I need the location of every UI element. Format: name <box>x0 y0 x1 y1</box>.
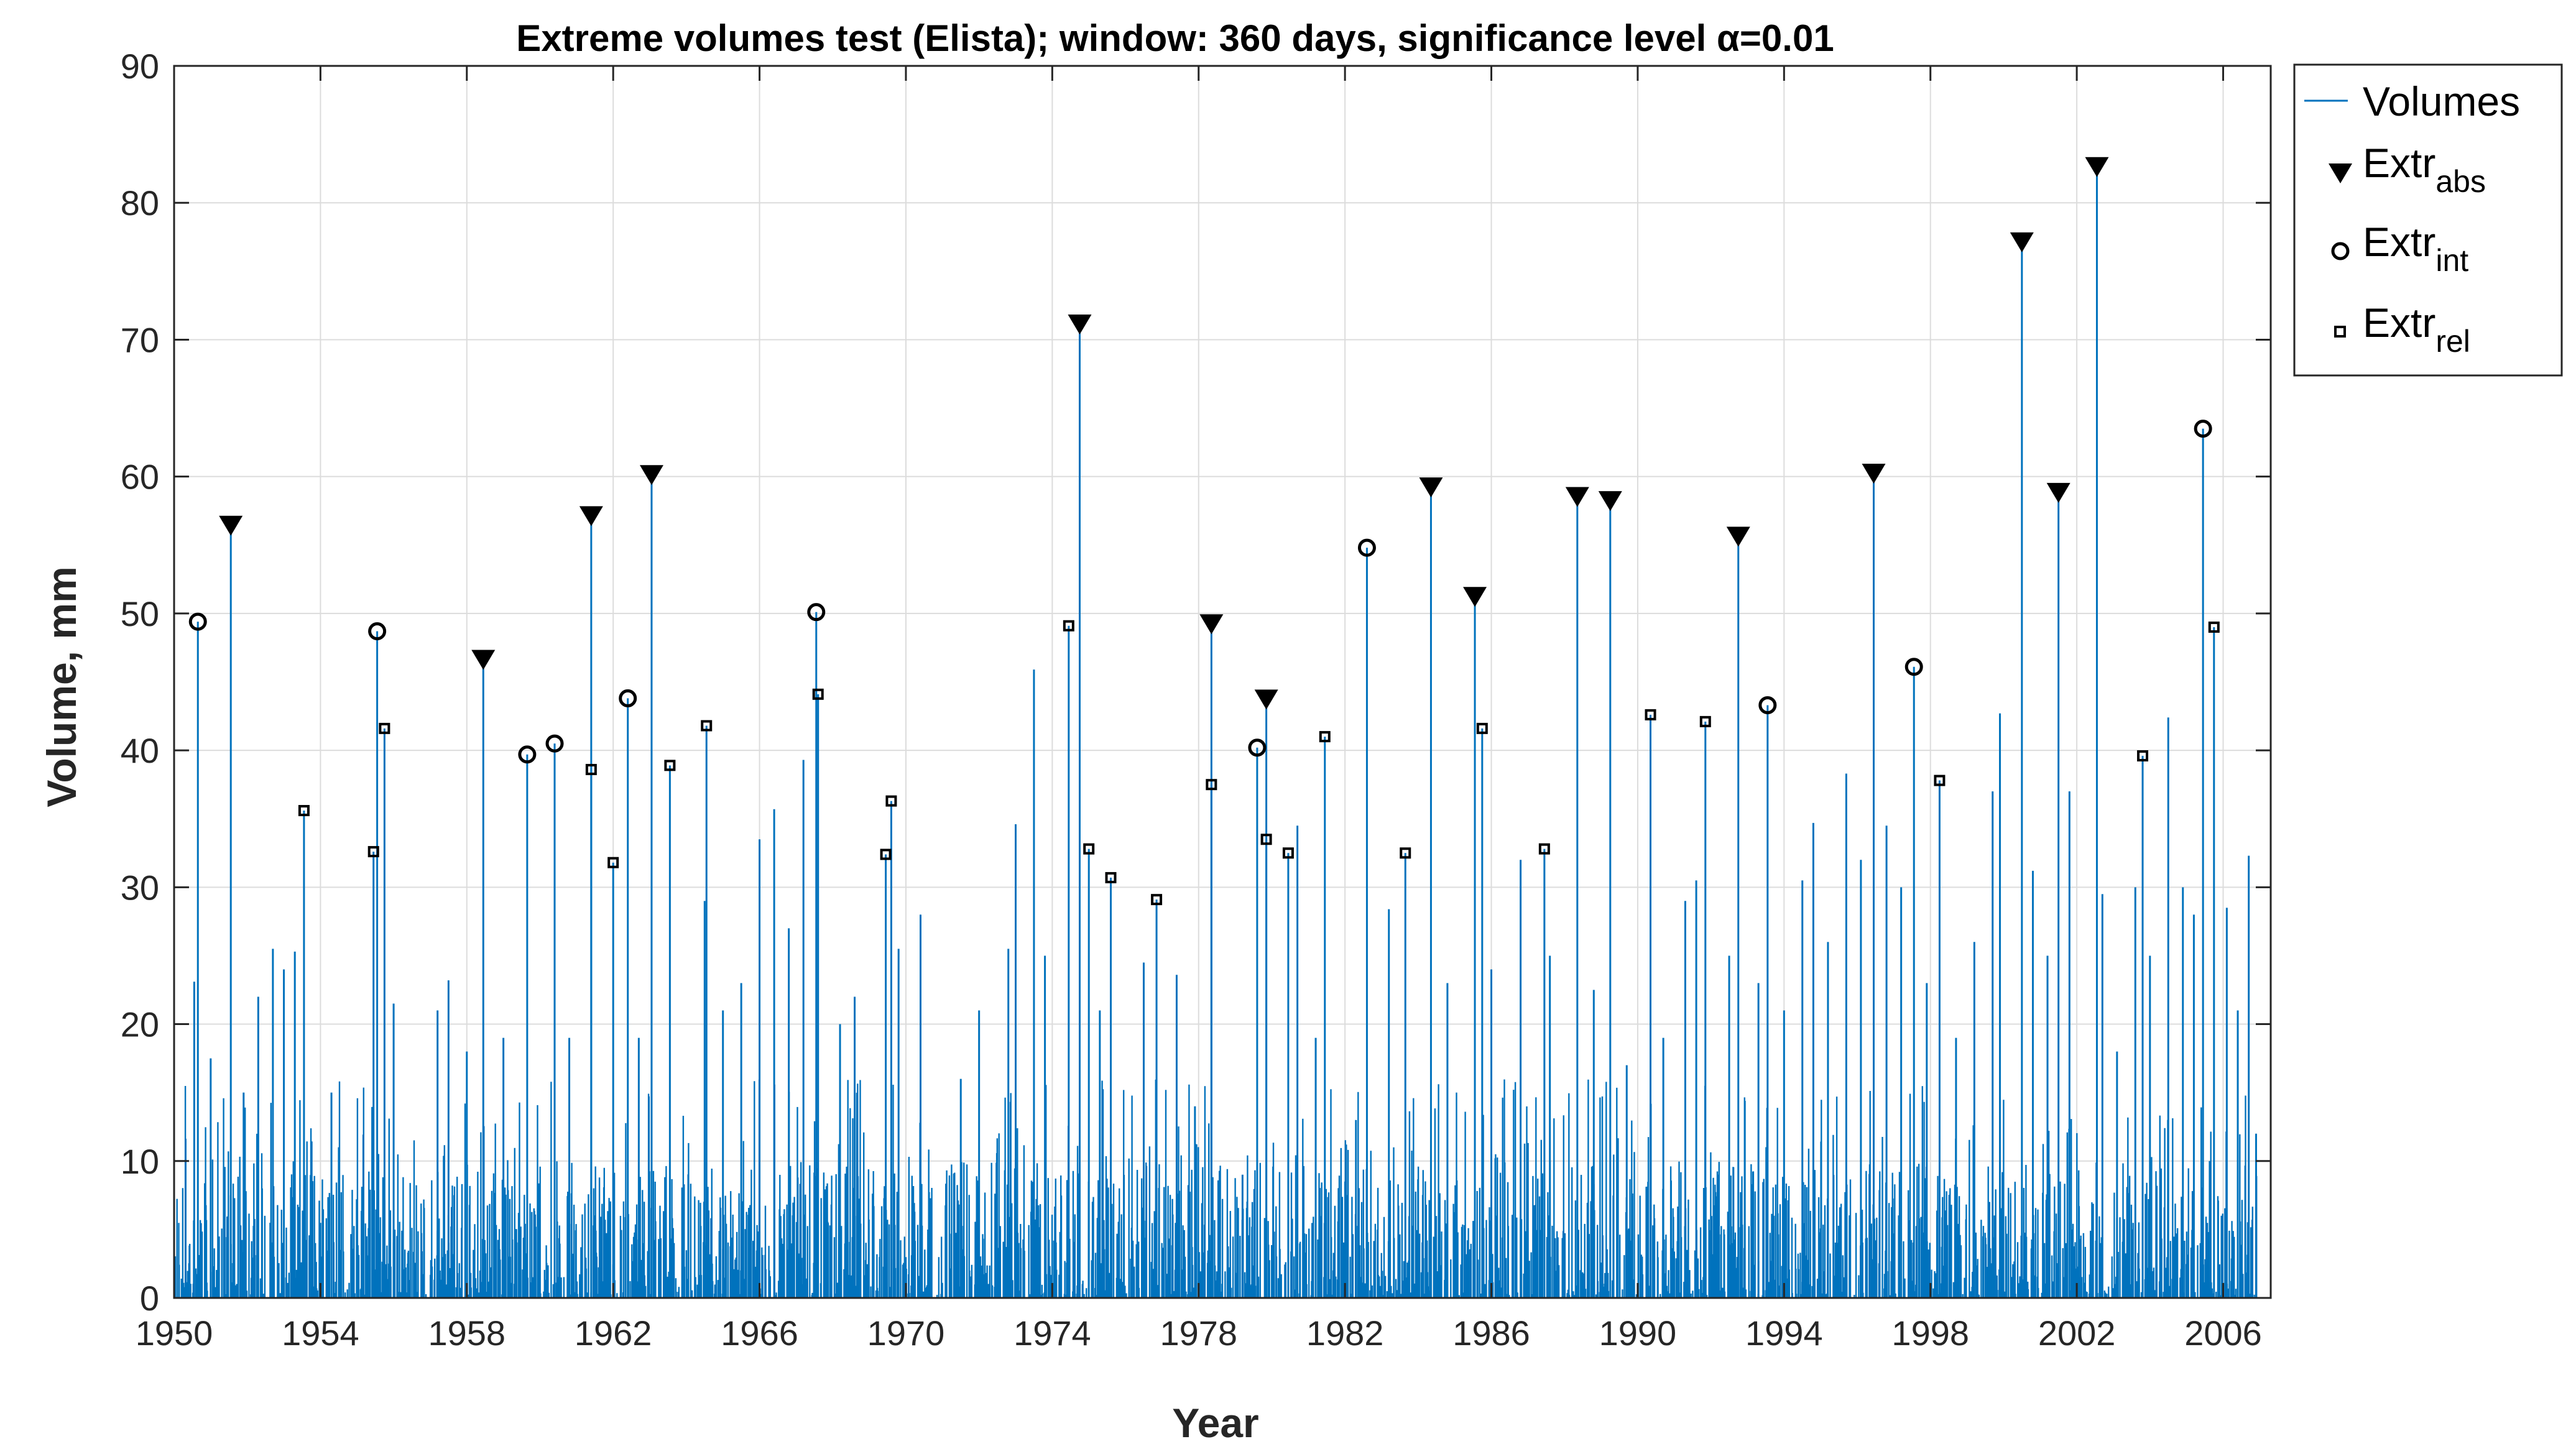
extr-rel-marker <box>701 720 713 732</box>
y-tick-label: 10 <box>121 1142 159 1181</box>
y-tick-label: 40 <box>121 731 159 770</box>
extr-int-marker <box>545 734 564 753</box>
extr-int-marker <box>188 612 207 631</box>
extr-abs-marker <box>639 465 663 485</box>
extr-abs-marker <box>1068 315 1092 335</box>
plot-area-frame <box>173 65 2272 1299</box>
legend-rel-square-icon <box>2334 326 2346 338</box>
legend-box <box>2293 63 2563 377</box>
series-volumes <box>174 165 2258 1298</box>
extr-int-marker <box>807 603 826 622</box>
legend-int-circle-icon <box>2331 242 2350 260</box>
extr-rel-marker <box>812 688 824 700</box>
extr-int-marker <box>2194 420 2212 438</box>
extr-rel-marker <box>885 795 897 807</box>
extr-rel-marker <box>1151 894 1163 906</box>
extr-rel-marker <box>1206 779 1217 791</box>
extr-rel-marker <box>298 805 310 817</box>
x-tick-label: 1962 <box>575 1313 652 1353</box>
extr-rel-marker <box>1282 847 1294 859</box>
extreme-markers <box>188 157 2220 906</box>
y-tick-label: 50 <box>121 594 159 633</box>
y-axis-label: Volume, mm <box>39 566 85 807</box>
extr-abs-marker <box>471 650 496 670</box>
extr-rel-marker <box>880 848 892 860</box>
extr-rel-marker <box>664 760 676 771</box>
extr-abs-marker <box>1419 477 1443 498</box>
legend-abs-label: Extrabs <box>2363 140 2486 199</box>
extr-rel-marker <box>1105 871 1117 883</box>
x-tick-label: 2006 <box>2184 1313 2262 1353</box>
extr-int-marker <box>518 745 537 764</box>
x-tick-label: 1974 <box>1013 1313 1091 1353</box>
legend-rel-label: Extrrel <box>2363 300 2470 359</box>
extr-rel-marker <box>1476 722 1488 734</box>
x-tick-label: 1990 <box>1599 1313 1677 1353</box>
extr-rel-marker <box>1400 847 1411 859</box>
extr-abs-marker <box>579 506 603 527</box>
x-axis-label: Year <box>1172 1400 1258 1444</box>
x-tick-label: 1958 <box>428 1313 506 1353</box>
extr-int-marker <box>368 622 387 641</box>
y-tick-label: 70 <box>121 320 159 359</box>
extr-int-marker <box>619 689 637 707</box>
x-tick-label: 1998 <box>1891 1313 1969 1353</box>
x-tick-label: 1954 <box>282 1313 359 1353</box>
extr-rel-marker <box>2137 750 2149 761</box>
x-tick-label: 2002 <box>2038 1313 2116 1353</box>
extr-abs-marker <box>219 515 243 536</box>
extr-abs-marker <box>1463 587 1487 607</box>
extr-rel-marker <box>1538 843 1550 855</box>
extr-rel-marker <box>1934 775 1946 786</box>
x-tick-label: 1982 <box>1306 1313 1384 1353</box>
extr-abs-marker <box>2085 157 2109 177</box>
x-tick-label: 1950 <box>136 1313 213 1353</box>
extr-rel-marker <box>1319 731 1331 743</box>
extr-rel-marker <box>1083 843 1095 855</box>
extr-int-marker <box>1758 696 1777 714</box>
x-tick-label: 1978 <box>1160 1313 1237 1353</box>
extr-abs-marker <box>1199 614 1224 635</box>
extr-rel-marker <box>585 763 597 775</box>
extr-abs-marker <box>1862 464 1886 484</box>
y-tick-label: 80 <box>121 183 159 223</box>
y-tick-label: 30 <box>121 868 159 907</box>
x-tick-label: 1986 <box>1452 1313 1530 1353</box>
extr-rel-marker <box>379 722 390 734</box>
y-tick-label: 90 <box>121 47 159 86</box>
chart-title: Extreme volumes test (Elista); window: 3… <box>516 17 1834 59</box>
axis-ticks: 1950 1954 1958 1962 1966 1970 1974 1978 1982 1986… <box>121 47 2271 1353</box>
x-tick-label: 1994 <box>1745 1313 1823 1353</box>
extr-abs-marker <box>1726 527 1750 547</box>
extr-rel-marker <box>1260 834 1272 845</box>
extr-abs-marker <box>2046 482 2070 503</box>
y-tick-label: 60 <box>121 458 159 497</box>
y-tick-label: 20 <box>121 1005 159 1044</box>
extr-rel-marker <box>2208 621 2220 633</box>
legend-int-label: Extrint <box>2363 219 2468 278</box>
extr-abs-marker <box>1254 689 1278 710</box>
extr-abs-marker <box>1565 487 1589 507</box>
extr-int-marker <box>1248 738 1267 757</box>
extr-int-marker <box>1904 658 1923 676</box>
extr-rel-marker <box>1645 709 1656 720</box>
extr-rel-marker <box>1699 715 1711 727</box>
extr-rel-marker <box>367 846 379 858</box>
extr-abs-marker <box>2010 232 2034 252</box>
y-tick-label: 0 <box>140 1279 159 1318</box>
extr-rel-marker <box>1063 620 1074 632</box>
x-tick-label: 1970 <box>867 1313 945 1353</box>
legend-volumes-label: Volumes <box>2363 78 2520 124</box>
x-tick-label: 1966 <box>721 1313 798 1353</box>
extr-int-marker <box>1357 538 1376 557</box>
grid-lines <box>173 65 2271 1299</box>
extr-rel-marker <box>607 857 619 868</box>
legend-abs-triangle-icon <box>2329 163 2352 183</box>
extr-abs-marker <box>1598 491 1622 512</box>
legend: Volumes Extrabs Extrint Extrrel <box>2293 63 2563 377</box>
